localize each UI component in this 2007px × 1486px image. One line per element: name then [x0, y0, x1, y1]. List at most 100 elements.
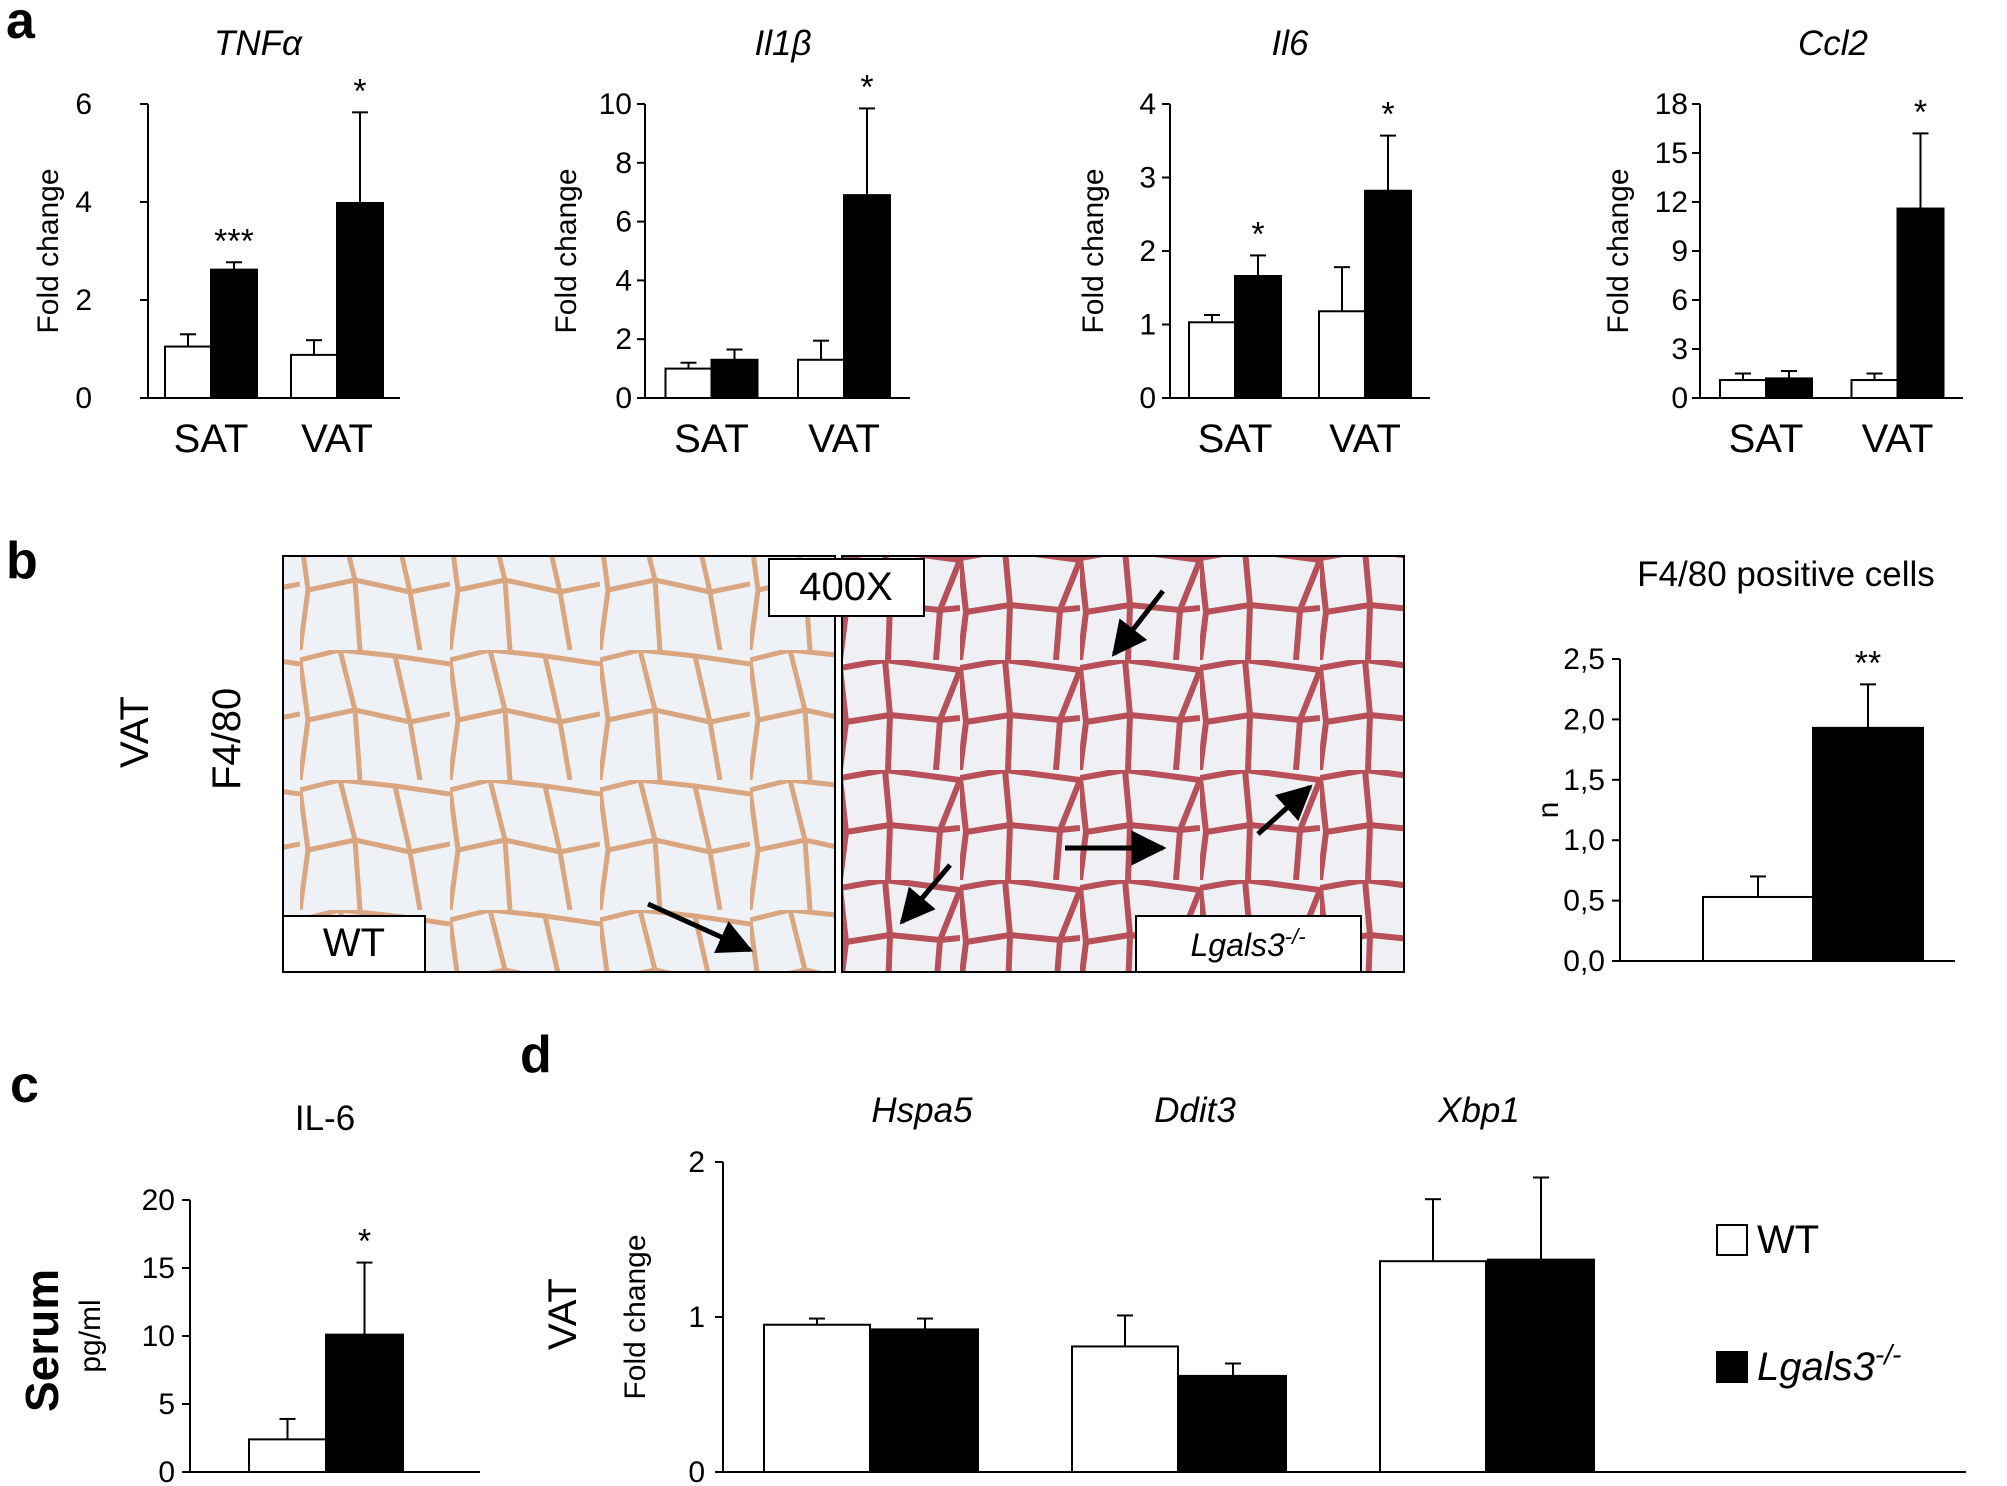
bar-vat-lgals3 [1896, 207, 1945, 399]
y-tick-label-3: 3 [1139, 162, 1156, 195]
category-label-vat: VAT [301, 417, 373, 461]
y-tick-label-12: 12 [1655, 186, 1688, 219]
significance-mark: *** [214, 222, 254, 260]
micro-stain-label: F4/80 [205, 688, 249, 790]
category-label-sat: SAT [1729, 417, 1804, 461]
category-label-ddit3: Ddit3 [1154, 1091, 1236, 1130]
bar-vat-lgals3 [843, 194, 891, 399]
y-tick-label-8: 8 [615, 147, 632, 180]
y-axis-label: Fold change [550, 168, 583, 333]
micrograph-panel: VAT F4/80 400X WT Lgals3-/- [113, 555, 1405, 973]
bar-b-lgals3 [1812, 726, 1924, 963]
bar-sat-wt [1188, 321, 1236, 400]
chart-er-stress-genes: 0 1 2 Fold change Hspa5 Ddit3 Xbp1 [619, 1091, 1966, 1486]
y-tick-label-0: 0 [615, 382, 632, 415]
legend-ko-label: Lgals3-/- [1757, 1339, 1901, 1389]
y-tick-label-0-5: 0,5 [1563, 885, 1605, 918]
significance-mark: ** [1855, 644, 1881, 682]
chart-f480-positive-cells: 0,0 0,5 1,0 1,5 2,0 2,5 F4/80 positive cells n *… [1532, 555, 1955, 978]
bar-sat-lgals3 [210, 268, 258, 399]
significance-mark: * [358, 1223, 371, 1261]
arrow-ko-3 [1256, 784, 1313, 836]
y-tick-label-3: 3 [1671, 333, 1688, 366]
bar-c-lgals3 [325, 1333, 404, 1474]
y-tick-label-1-5: 1,5 [1563, 764, 1605, 797]
y-tick-label-10: 10 [142, 1320, 175, 1353]
category-label-sat: SAT [674, 417, 749, 461]
y-axis-label: pg/ml [74, 1299, 107, 1372]
y-axis-label: Fold change [1077, 168, 1110, 333]
bar-vat-wt [1850, 379, 1899, 399]
magnification-box [768, 558, 925, 617]
significance-mark: * [353, 72, 366, 110]
y-tick-label-4: 4 [1139, 88, 1156, 121]
y-axis-label: Fold change [1602, 168, 1635, 333]
y-tick-label-2: 2 [615, 323, 632, 356]
y-tick-label-2-0: 2,0 [1563, 703, 1605, 736]
wt-label-box [282, 915, 426, 973]
panel-label-a: a [6, 0, 36, 50]
wt-label: WT [323, 921, 385, 965]
chart-title: Ccl2 [1798, 24, 1868, 63]
bar-sat-lgals3 [1765, 377, 1813, 399]
y-tick-label-20: 20 [142, 1184, 175, 1217]
micrograph-wt [282, 555, 836, 973]
y-axis-label: Fold change [619, 1234, 652, 1399]
y-tick-label-6: 6 [75, 88, 92, 121]
bar-sat-lgals3 [1234, 274, 1282, 399]
category-label-sat: SAT [174, 417, 249, 461]
significance-mark: * [860, 68, 873, 106]
y-tick-label-0: 0 [158, 1456, 175, 1486]
bar-ddit3-wt [1071, 1345, 1179, 1473]
y-tick-label-18: 18 [1655, 88, 1688, 121]
bar-vat-wt [290, 353, 338, 400]
panel-label-c: c [10, 1056, 39, 1114]
chart-tnfa: 0 2 4 6 TNFα Fold change *** SAT * VAT [32, 24, 400, 461]
y-tick-label-15: 15 [1655, 137, 1688, 170]
micro-side-label: VAT [113, 696, 157, 768]
bar-vat-wt [1318, 310, 1366, 399]
chart-il6: 0 1 2 3 4 Il6 Fold change * SAT * VAT [1077, 24, 1430, 461]
chart-title: Il1β [755, 24, 812, 63]
y-tick-label-10: 10 [599, 88, 632, 121]
category-label-vat: VAT [1862, 417, 1934, 461]
y-tick-label-0: 0 [1671, 382, 1688, 415]
y-tick-label-15: 15 [142, 1252, 175, 1285]
bar-b-wt [1702, 895, 1814, 963]
arrow-wt-1 [646, 901, 754, 954]
chart-title: IL-6 [295, 1099, 355, 1138]
bar-xbp1-lgals3 [1487, 1258, 1595, 1474]
y-axis-label: Fold change [32, 168, 65, 333]
bar-sat-wt [664, 367, 713, 400]
serum-side-label: Serum [16, 1269, 68, 1412]
category-label-vat: VAT [1329, 417, 1401, 461]
y-tick-label-4: 4 [75, 186, 92, 219]
bar-vat-lgals3 [336, 201, 384, 399]
category-label-hspa5: Hspa5 [871, 1091, 973, 1130]
y-tick-label-0: 0 [688, 1456, 705, 1486]
magnification-label: 400X [799, 565, 892, 609]
chart-title: TNFα [214, 24, 303, 63]
ko-label: Lgals3-/- [1190, 924, 1305, 963]
significance-mark: * [1914, 93, 1927, 131]
y-tick-label-4: 4 [615, 264, 632, 297]
y-tick-label-1-0: 1,0 [1563, 824, 1605, 857]
bar-sat-lgals3 [710, 358, 759, 399]
y-tick-label-0-0: 0,0 [1563, 945, 1605, 978]
y-axis-label: n [1532, 802, 1565, 819]
legend-wt-label: WT [1757, 1218, 1819, 1262]
y-tick-label-5: 5 [158, 1388, 175, 1421]
legend-wt-swatch [1716, 1224, 1748, 1256]
y-tick-label-6: 6 [1671, 284, 1688, 317]
bar-xbp1-wt [1379, 1260, 1487, 1473]
y-tick-label-1: 1 [688, 1301, 705, 1334]
significance-mark: * [1381, 96, 1394, 134]
ko-label-box [1135, 915, 1362, 973]
panel-label-d: d [520, 1026, 552, 1084]
y-tick-label-0: 0 [75, 382, 92, 415]
bar-hspa5-lgals3 [871, 1328, 979, 1474]
y-tick-label-6: 6 [615, 206, 632, 239]
bar-sat-wt [164, 345, 212, 399]
category-label-sat: SAT [1198, 417, 1273, 461]
